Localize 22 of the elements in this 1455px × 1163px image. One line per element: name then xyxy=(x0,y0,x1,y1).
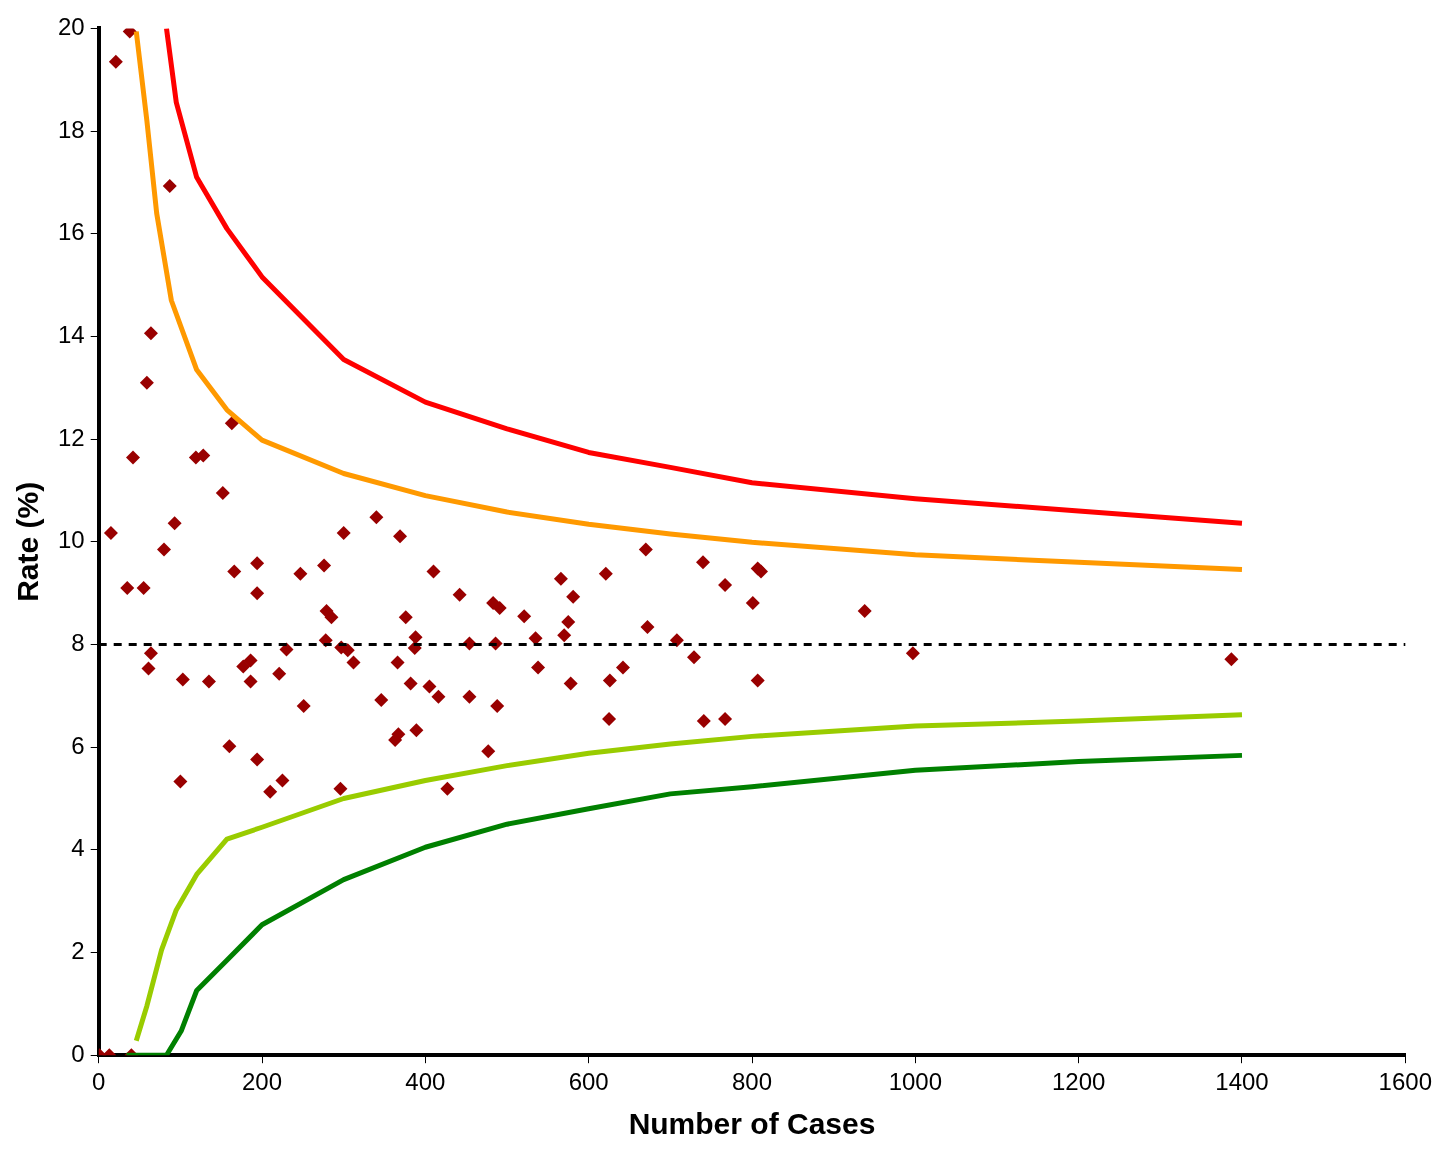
y-axis-title: Rate (%) xyxy=(11,481,45,602)
y-tick-label: 2 xyxy=(71,937,85,965)
x-tick-label: 200 xyxy=(242,1068,283,1096)
x-tick-label: 800 xyxy=(731,1068,773,1096)
x-tick-label: 1600 xyxy=(1378,1068,1432,1096)
x-tick-label: 600 xyxy=(568,1068,609,1096)
x-tick-label: 1000 xyxy=(888,1068,943,1096)
y-tick-label: 10 xyxy=(57,526,85,554)
y-tick-label: 6 xyxy=(71,731,85,759)
x-tick-label: 1400 xyxy=(1215,1068,1269,1096)
y-tick-label: 14 xyxy=(57,321,85,349)
y-tick-label: 20 xyxy=(57,13,85,41)
x-tick-label: 1200 xyxy=(1051,1068,1106,1096)
x-tick-label: 0 xyxy=(92,1068,106,1096)
y-tick-label: 0 xyxy=(71,1039,85,1067)
y-tick-label: 4 xyxy=(71,834,85,862)
y-tick-label: 18 xyxy=(57,115,85,143)
y-tick-label: 16 xyxy=(57,218,85,246)
y-tick-label: 12 xyxy=(57,423,85,451)
y-tick-label: 8 xyxy=(71,629,85,657)
x-tick-label: 400 xyxy=(405,1068,446,1096)
x-axis-title: Number of Cases xyxy=(628,1107,876,1141)
